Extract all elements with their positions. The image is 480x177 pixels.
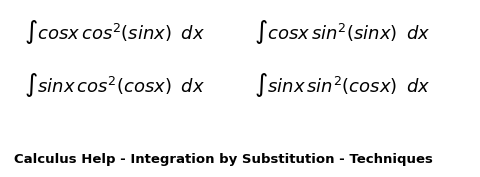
Text: $\int \mathit{cosx}\,\mathit{sin}^{2}(\mathit{sinx})\;\;\mathit{dx}$: $\int \mathit{cosx}\,\mathit{sin}^{2}(\m… — [254, 18, 431, 46]
Text: $\int \mathit{sinx}\,\mathit{sin}^{2}(\mathit{cosx})\;\;\mathit{dx}$: $\int \mathit{sinx}\,\mathit{sin}^{2}(\m… — [254, 71, 431, 99]
Text: $\int \mathit{cosx}\,\mathit{cos}^{2}(\mathit{sinx})\;\;\mathit{dx}$: $\int \mathit{cosx}\,\mathit{cos}^{2}(\m… — [24, 18, 205, 46]
Text: $\int \mathit{sinx}\,\mathit{cos}^{2}(\mathit{cosx})\;\;\mathit{dx}$: $\int \mathit{sinx}\,\mathit{cos}^{2}(\m… — [24, 71, 205, 99]
Text: Calculus Help - Integration by Substitution - Techniques: Calculus Help - Integration by Substitut… — [14, 153, 433, 166]
